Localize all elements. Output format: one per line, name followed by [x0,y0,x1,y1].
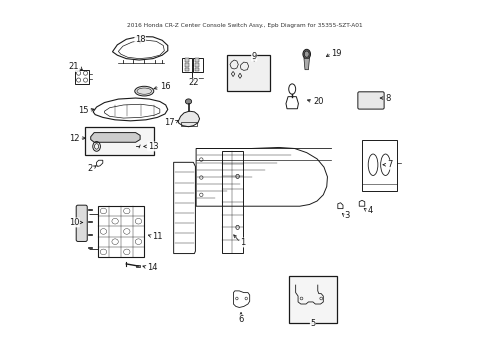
Polygon shape [178,111,199,127]
Ellipse shape [185,99,191,104]
Text: 3: 3 [344,211,349,220]
Polygon shape [304,58,309,70]
Text: 1: 1 [240,238,245,247]
Text: 17: 17 [164,118,174,127]
Text: 11: 11 [152,232,162,241]
Text: 6: 6 [238,315,243,324]
Bar [195,63,199,67]
Text: 22: 22 [188,78,198,87]
Ellipse shape [135,86,153,96]
Text: 5: 5 [310,319,315,328]
Text: 19: 19 [331,49,342,58]
Polygon shape [90,132,140,142]
Text: 2: 2 [87,164,92,173]
Bar [181,58,192,72]
Ellipse shape [302,49,310,59]
Text: 12: 12 [69,134,79,143]
Bar [226,55,269,91]
Text: 16: 16 [160,82,170,91]
FancyBboxPatch shape [76,205,87,242]
Bar [184,63,188,67]
Bar [184,58,188,62]
Text: 2016 Honda CR-Z Center Console Switch Assy., Epb Diagram for 35355-SZT-A01: 2016 Honda CR-Z Center Console Switch As… [126,23,362,28]
Bar [135,265,140,267]
Bar [222,151,242,253]
Text: 4: 4 [366,206,372,215]
Bar [195,58,199,62]
Text: 18: 18 [135,35,145,44]
Text: 10: 10 [69,218,79,227]
Bar [84,127,154,156]
Text: 21: 21 [69,62,79,71]
Bar [192,58,203,72]
Text: 13: 13 [147,142,158,151]
Bar [289,276,336,323]
Ellipse shape [304,51,308,57]
Bar [361,140,396,192]
Text: 14: 14 [147,263,157,272]
Text: 7: 7 [386,160,391,169]
Bar [98,206,144,257]
Text: 15: 15 [78,106,88,115]
Text: 8: 8 [385,94,390,103]
Text: 20: 20 [312,97,323,106]
FancyBboxPatch shape [357,92,384,109]
Bar [75,70,89,84]
Bar [184,68,188,71]
Text: 9: 9 [251,52,256,61]
Bar [195,68,199,71]
